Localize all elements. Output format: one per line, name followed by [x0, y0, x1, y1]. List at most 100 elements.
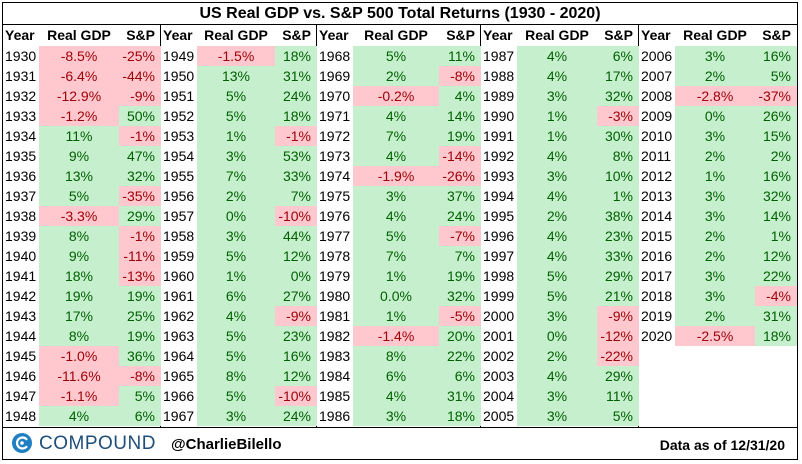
real-gdp-cell: 4%	[517, 246, 597, 266]
sp500-return-cell: 38%	[597, 206, 639, 226]
year-cell: 1955	[163, 168, 195, 184]
year-cell: 1938	[5, 208, 37, 224]
year-cell: 1990	[483, 108, 515, 124]
table-row: 1996 4% 23%	[481, 226, 639, 246]
sp500-return-cell: 30%	[597, 126, 639, 146]
table-row: 1986 3% 18%	[317, 406, 481, 426]
sp500-return-cell: 19%	[119, 326, 161, 346]
sp500-return-cell: -25%	[119, 46, 161, 66]
year-cell: 1994	[483, 188, 515, 204]
year-cell: 1945	[5, 348, 37, 364]
year-cell: 1971	[319, 108, 351, 124]
year-cell: 1937	[5, 188, 37, 204]
year-cell: 1954	[163, 148, 195, 164]
table-row: 1941 18% -13%	[3, 266, 161, 286]
real-gdp-cell: 3%	[517, 406, 597, 426]
table-row: 1985 4% 31%	[317, 386, 481, 406]
year-cell: 2019	[641, 308, 673, 324]
table-row: 1958 3% 44%	[161, 226, 317, 246]
sp500-return-cell: 5%	[119, 386, 161, 406]
real-gdp-cell: 1%	[517, 126, 597, 146]
table-row: 1997 4% 33%	[481, 246, 639, 266]
table-row: 2017 3% 22%	[639, 266, 797, 286]
year-cell: 2015	[641, 228, 673, 244]
year-cell: 1950	[163, 68, 195, 84]
year-cell: 1960	[163, 268, 195, 284]
year-cell: 2014	[641, 208, 673, 224]
table-row: 1995 2% 38%	[481, 206, 639, 226]
sp500-return-cell: 18%	[439, 406, 481, 426]
sp500-return-cell: 6%	[119, 406, 161, 426]
year-cell: 2011	[641, 148, 672, 164]
header-year: Year	[483, 27, 513, 43]
sp500-return-cell: -44%	[119, 66, 161, 86]
year-cell: 2010	[641, 128, 673, 144]
table-row: 1960 1% 0%	[161, 266, 317, 286]
real-gdp-cell: 5%	[353, 46, 439, 66]
table-row: 1946 -11.6% -8%	[3, 366, 161, 386]
real-gdp-cell: 1%	[353, 306, 439, 326]
real-gdp-cell: 4%	[353, 106, 439, 126]
header-real-gdp: Real GDP	[364, 27, 428, 43]
real-gdp-cell: 19%	[39, 286, 119, 306]
real-gdp-cell: 3%	[675, 126, 755, 146]
table-row: 1957 0% -10%	[161, 206, 317, 226]
sp500-return-cell: 44%	[275, 226, 317, 246]
year-cell: 1940	[5, 248, 37, 264]
real-gdp-cell: -3.3%	[39, 206, 119, 226]
real-gdp-cell: 11%	[39, 126, 119, 146]
table-column-group: Year Real GDP S&P 1968 5% 11% 1969 2% -8% 1970 -0.…	[317, 25, 481, 427]
real-gdp-cell: -1.9%	[353, 166, 439, 186]
table-row: 1999 5% 21%	[481, 286, 639, 306]
year-cell: 1973	[319, 148, 351, 164]
real-gdp-cell: 4%	[517, 146, 597, 166]
real-gdp-cell: 3%	[353, 186, 439, 206]
year-cell: 1991	[483, 128, 515, 144]
real-gdp-cell: 5%	[197, 386, 275, 406]
table-title: US Real GDP vs. S&P 500 Total Returns (1…	[3, 3, 797, 25]
table-row: 1954 3% 53%	[161, 146, 317, 166]
table-row: 1973 4% -14%	[317, 146, 481, 166]
year-cell: 1941	[5, 268, 37, 284]
brand-name: COMPOUND	[39, 433, 156, 454]
table-row: 2002 2% -22%	[481, 346, 639, 366]
table-row: 2009 0% 26%	[639, 106, 797, 126]
year-cell: 2007	[641, 68, 673, 84]
table-row: 1953 1% -1%	[161, 126, 317, 146]
real-gdp-cell: 0%	[517, 326, 597, 346]
table-row: 2010 3% 15%	[639, 126, 797, 146]
real-gdp-cell: 2%	[353, 66, 439, 86]
table-row: 1975 3% 37%	[317, 186, 481, 206]
real-gdp-cell: 4%	[353, 206, 439, 226]
real-gdp-cell: 8%	[197, 366, 275, 386]
returns-table: Year Real GDP S&P 1930 -8.5% -25% 1931 -6.4% -44…	[3, 25, 797, 427]
sp500-return-cell: -7%	[439, 226, 481, 246]
sp500-return-cell: 22%	[755, 266, 797, 286]
table-row: 1980 0.0% 32%	[317, 286, 481, 306]
table-row: 1965 8% 12%	[161, 366, 317, 386]
real-gdp-cell: 1%	[675, 166, 755, 186]
header-year: Year	[5, 27, 35, 43]
year-cell: 1975	[319, 188, 351, 204]
table-row: 1989 3% 32%	[481, 86, 639, 106]
header-sp500: S&P	[604, 27, 633, 43]
real-gdp-cell: 3%	[517, 386, 597, 406]
sp500-return-cell: -37%	[755, 86, 797, 106]
real-gdp-cell: 5%	[197, 86, 275, 106]
table-row: 1964 5% 16%	[161, 346, 317, 366]
real-gdp-cell: 8%	[39, 226, 119, 246]
sp500-return-cell: 6%	[439, 366, 481, 386]
sp500-return-cell: 27%	[275, 286, 317, 306]
sp500-return-cell: 50%	[119, 106, 161, 126]
year-cell: 1970	[319, 88, 351, 104]
table-row: 1947 -1.1% 5%	[3, 386, 161, 406]
table-row: 2019 2% 31%	[639, 306, 797, 326]
sp500-return-cell: -9%	[275, 306, 317, 326]
real-gdp-cell: -2.8%	[675, 86, 755, 106]
table-row: 1977 5% -7%	[317, 226, 481, 246]
sp500-return-cell: 5%	[597, 406, 639, 426]
header-real-gdp: Real GDP	[204, 27, 268, 43]
footer-bar: COMPOUND @CharlieBilello Data as of 12/3…	[3, 427, 797, 459]
sp500-return-cell: 19%	[439, 126, 481, 146]
table-row: 2013 3% 32%	[639, 186, 797, 206]
